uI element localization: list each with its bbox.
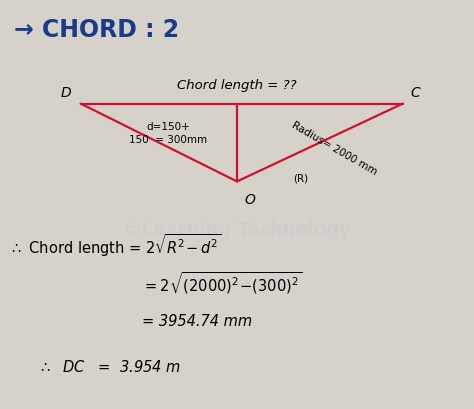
Text: ©Learning Technology: ©Learning Technology [124, 220, 350, 238]
Text: O: O [244, 192, 255, 206]
Text: $= 2\sqrt{(2000)^2\!-\!(300)^2}$: $= 2\sqrt{(2000)^2\!-\!(300)^2}$ [142, 270, 302, 295]
Text: d=150+
150  = 300mm: d=150+ 150 = 300mm [129, 121, 207, 144]
Text: Chord length = ??: Chord length = ?? [177, 79, 297, 92]
Text: D: D [61, 86, 71, 100]
Text: $\therefore$  DC   =  3.954 m: $\therefore$ DC = 3.954 m [38, 358, 181, 374]
Text: = 3954.74 mm: = 3954.74 mm [142, 313, 252, 328]
Text: → CHORD : 2: → CHORD : 2 [14, 18, 179, 43]
Text: (R): (R) [293, 173, 309, 183]
Text: C: C [410, 86, 420, 100]
Text: Radius= 2000 mm: Radius= 2000 mm [290, 120, 379, 176]
Text: $\therefore$ Chord length = $2\sqrt{R^2\!-d^2}$: $\therefore$ Chord length = $2\sqrt{R^2\… [9, 231, 222, 258]
